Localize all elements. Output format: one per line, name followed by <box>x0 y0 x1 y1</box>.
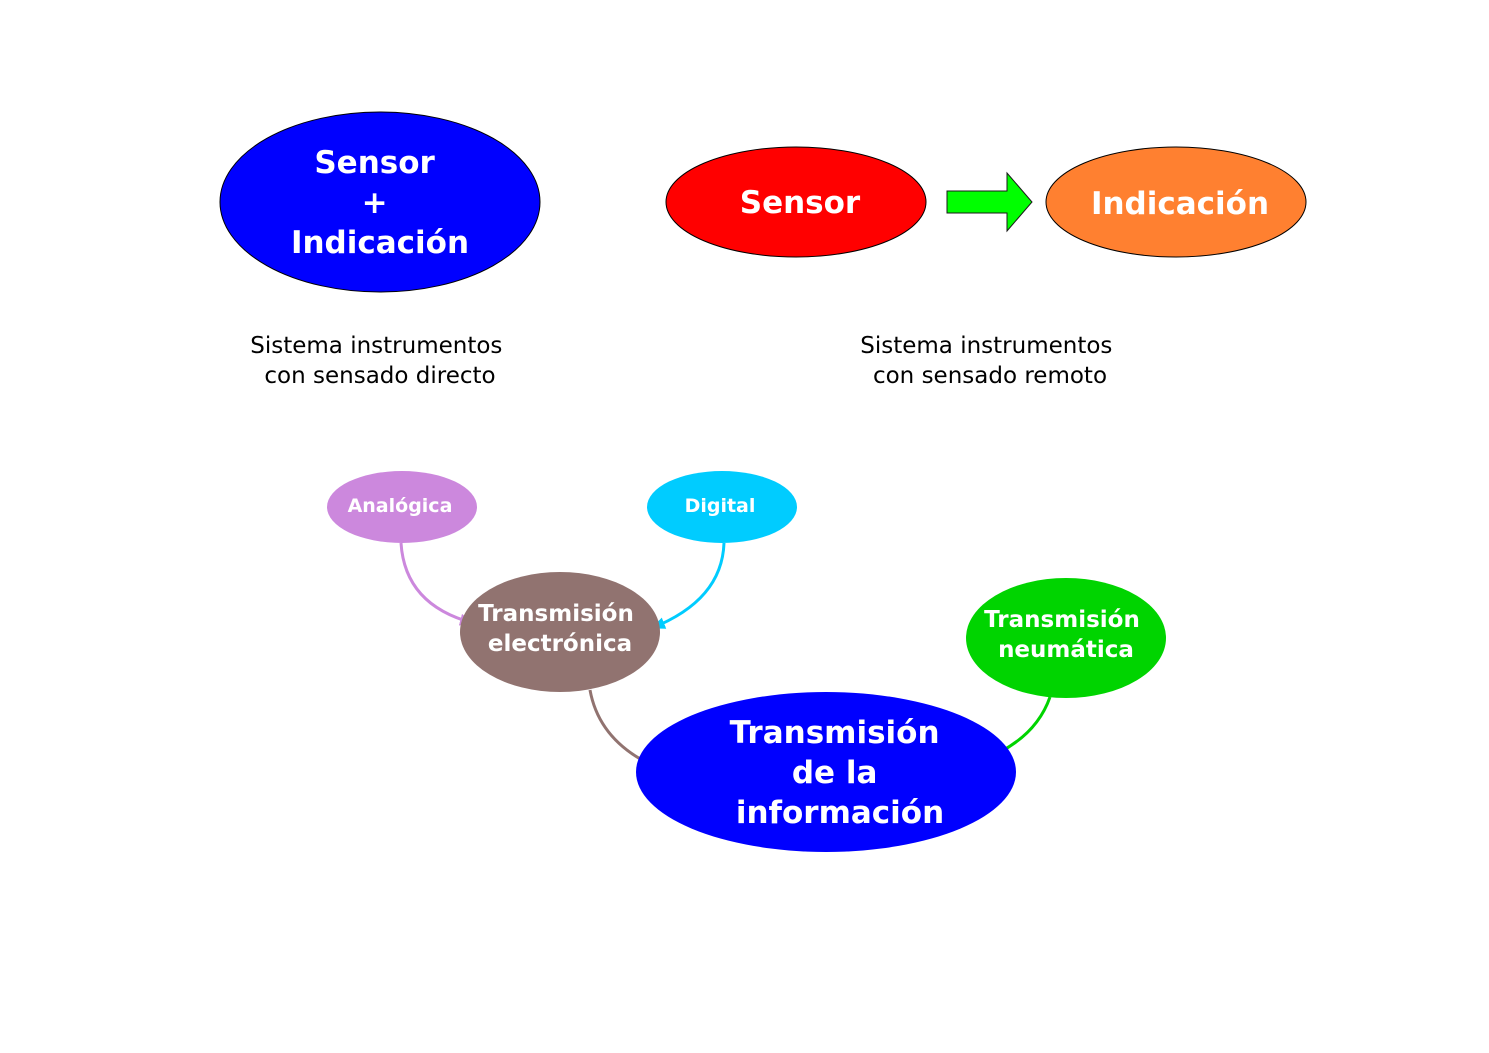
direct-caption-line-2: con sensado directo <box>264 363 495 389</box>
indicacion-label: Indicación <box>1091 186 1269 222</box>
analogica-node: Analógica <box>327 471 477 543</box>
direct-node-line-3: Indicación <box>291 225 469 261</box>
analogica-label: Analógica <box>348 495 453 517</box>
direct-sensing-node: Sensor + Indicación <box>219 111 541 293</box>
direct-caption-line-1: Sistema instrumentos <box>250 333 502 359</box>
analogica-ellipse <box>327 471 477 543</box>
direct-caption: Sistema instrumentos con sensado directo <box>250 333 509 389</box>
informacion-line-2: de la <box>792 755 878 791</box>
svg-text:Transmisión electrónica: Transmisión electrónica <box>478 601 642 657</box>
flow-arrow-icon <box>946 171 1033 233</box>
sensor-node: Sensor <box>665 146 927 258</box>
informacion-line-3: información <box>736 795 944 831</box>
neumatica-node: Transmisión neumática <box>966 578 1166 698</box>
remote-caption-line-1: Sistema instrumentos <box>860 333 1112 359</box>
indicacion-node: Indicación <box>1045 146 1307 258</box>
svg-text:Sensor + Indicació: Sensor + Indicación <box>291 145 469 261</box>
electronica-line-1: Transmisión <box>478 601 634 627</box>
informacion-node: Transmisión de la información <box>636 692 1016 852</box>
svg-text:Transmisión neumática: Transmisión neumática <box>984 607 1148 663</box>
digital-node: Digital <box>647 471 797 543</box>
digital-to-electronica-connector <box>651 542 726 630</box>
remote-caption: Sistema instrumentos con sensado remoto <box>860 333 1119 389</box>
sensor-label: Sensor <box>740 185 861 221</box>
electronica-node: Transmisión electrónica <box>460 572 660 692</box>
neumatica-ellipse <box>966 578 1166 698</box>
digital-label: Digital <box>685 495 756 517</box>
electronica-line-2: electrónica <box>488 631 632 657</box>
direct-node-line-1: Sensor <box>314 145 435 181</box>
direct-sensing-ellipse <box>219 111 541 293</box>
svg-text:Transmisión de la: Transmisión de la información <box>730 715 951 831</box>
direct-node-line-2: + <box>362 185 388 221</box>
informacion-line-1: Transmisión <box>730 715 940 751</box>
electronica-ellipse <box>460 572 660 692</box>
analogica-to-electronica-connector <box>399 542 474 626</box>
neumatica-line-1: Transmisión <box>984 607 1140 633</box>
informacion-ellipse <box>636 692 1016 852</box>
sensor-ellipse <box>665 146 927 258</box>
neumatica-line-2: neumática <box>998 637 1134 663</box>
remote-caption-line-2: con sensado remoto <box>873 363 1107 389</box>
digital-ellipse <box>647 471 797 543</box>
indicacion-ellipse <box>1045 146 1307 258</box>
